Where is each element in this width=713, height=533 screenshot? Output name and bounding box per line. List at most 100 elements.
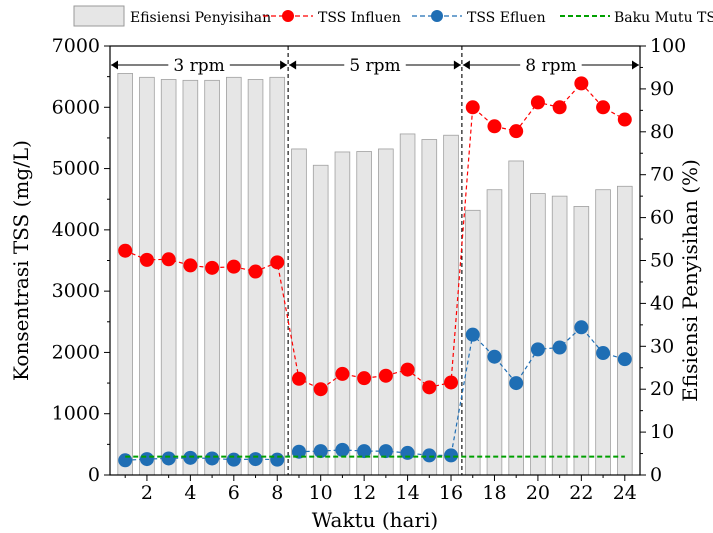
bar-efisiensi	[139, 76, 155, 476]
x-tick-label: 14	[395, 482, 419, 504]
series-line-tss-efluen	[125, 326, 625, 461]
x-tick-label: 2	[141, 482, 153, 504]
bar-efisiensi	[486, 189, 503, 476]
point-tss-influen	[205, 260, 220, 275]
legend-marker-efluen	[431, 10, 443, 22]
legend-label-baku-mutu: Baku Mutu TSS	[614, 10, 713, 26]
point-tss-influen	[487, 119, 502, 134]
point-tss-influen	[161, 252, 176, 267]
point-tss-influen	[509, 124, 524, 139]
x-tick-label: 4	[184, 482, 196, 504]
legend-label-influen: TSS Influen	[318, 10, 401, 26]
point-tss-efluen	[139, 452, 154, 467]
point-tss-efluen	[465, 327, 480, 342]
x-tick-label: 22	[569, 482, 593, 504]
x-tick-label: 12	[352, 482, 376, 504]
point-tss-influen	[313, 382, 328, 397]
phase-label: 8 rpm	[525, 56, 576, 76]
point-tss-efluen	[161, 451, 176, 466]
bar-efisiensi	[291, 148, 307, 476]
bar-efisiensi	[312, 164, 329, 476]
point-tss-influen	[226, 259, 241, 274]
point-tss-influen	[248, 264, 263, 279]
y-left-tick-label: 7000	[52, 35, 100, 57]
legend-swatch-efisiensi	[73, 5, 125, 27]
bar-efisiensi	[160, 79, 177, 476]
y-right-tick-label: 50	[650, 250, 674, 272]
bar-efisiensi	[399, 133, 416, 476]
point-tss-efluen	[183, 450, 198, 465]
y-right-tick-label: 10	[650, 421, 674, 443]
y-left-tick-label: 6000	[52, 96, 100, 118]
y-right-tick-label: 100	[650, 35, 686, 57]
x-tick-label: 20	[526, 482, 550, 504]
phase-arrowhead-right	[453, 60, 461, 70]
point-tss-influen	[400, 362, 415, 377]
y-left-axis-title: Konsentrasi TSS (mg/L)	[9, 140, 33, 381]
y-right-tick-label: 0	[650, 464, 662, 486]
y-right-tick-label: 70	[650, 164, 674, 186]
point-tss-influen	[335, 366, 350, 381]
point-tss-influen	[422, 380, 437, 395]
y-right-axis-title: Efisiensi Penyisihan (%)	[678, 159, 702, 402]
point-tss-efluen	[422, 448, 437, 463]
bar-efisiensi	[334, 151, 351, 476]
point-tss-influen	[596, 100, 611, 115]
bar-efisiensi	[464, 209, 481, 476]
point-tss-efluen	[400, 445, 415, 460]
point-tss-influen	[378, 368, 393, 383]
y-left-tick-label: 5000	[52, 158, 100, 180]
phase-arrowhead-right	[632, 60, 639, 70]
point-tss-efluen	[617, 352, 632, 367]
y-right-tick-label: 90	[650, 78, 674, 100]
bar-efisiensi	[182, 79, 199, 476]
phase-label: 5 rpm	[349, 56, 400, 76]
bar-efisiensi	[573, 206, 590, 476]
point-tss-influen	[530, 95, 545, 110]
y-right-tick-label: 60	[650, 207, 674, 229]
point-tss-efluen	[313, 444, 328, 459]
bar-efisiensi	[617, 185, 633, 476]
point-tss-efluen	[530, 342, 545, 357]
point-tss-efluen	[444, 448, 459, 463]
y-left-tick-label: 1000	[52, 403, 100, 425]
point-tss-efluen	[118, 453, 133, 468]
x-tick-label: 18	[482, 482, 506, 504]
bar-efisiensi	[117, 73, 133, 476]
bar-efisiensi	[530, 193, 546, 476]
bar-efisiensi	[378, 148, 394, 476]
point-tss-influen	[118, 243, 133, 258]
legend-marker-influen	[282, 10, 294, 22]
bar-efisiensi	[508, 160, 524, 476]
y-left-tick-label: 0	[88, 464, 100, 486]
point-tss-influen	[617, 112, 632, 127]
phase-arrowhead-left	[462, 60, 470, 70]
bar-efisiensi	[421, 139, 438, 476]
bar-efisiensi	[204, 79, 220, 476]
x-tick-label: 24	[613, 482, 637, 504]
phase-arrowhead-left	[111, 60, 118, 70]
point-tss-efluen	[357, 444, 372, 459]
point-tss-influen	[183, 258, 198, 273]
y-right-tick-label: 80	[650, 121, 674, 143]
legend-label-efisiensi: Efisiensi Penyisihan	[130, 10, 271, 26]
y-right-tick-label: 40	[650, 292, 674, 314]
bar-efisiensi	[269, 76, 286, 476]
y-left-tick-label: 2000	[52, 341, 100, 363]
y-left-tick-label: 4000	[52, 219, 100, 241]
point-tss-efluen	[509, 376, 524, 391]
x-tick-label: 6	[228, 482, 240, 504]
bar-efisiensi	[595, 189, 611, 476]
point-tss-efluen	[226, 452, 241, 467]
point-tss-influen	[357, 371, 372, 386]
point-tss-efluen	[552, 340, 567, 355]
legend: Efisiensi Penyisihan TSS Influen TSS Efl…	[73, 5, 713, 27]
y-left-tick-label: 3000	[52, 280, 100, 302]
y-right-tick-label: 30	[650, 335, 674, 357]
point-tss-efluen	[335, 442, 350, 457]
point-tss-efluen	[205, 451, 220, 466]
point-tss-influen	[270, 255, 285, 270]
point-tss-efluen	[574, 320, 589, 335]
